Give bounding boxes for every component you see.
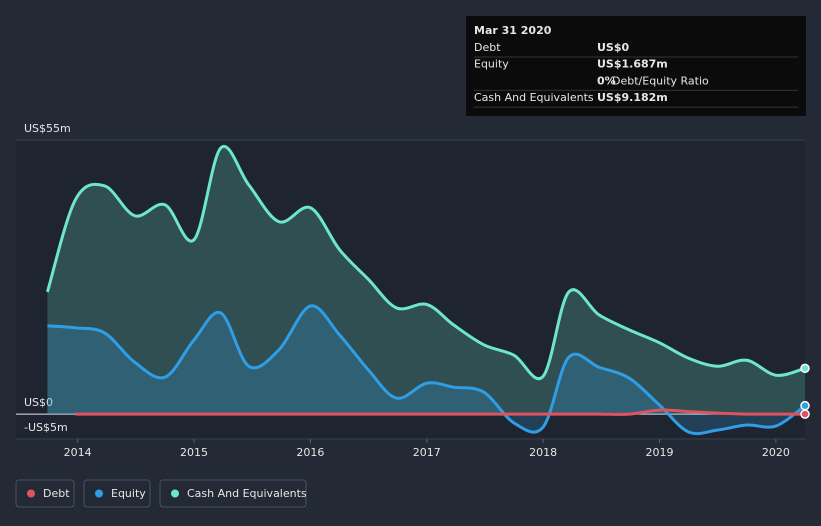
legend-item[interactable]: Debt [15,479,75,508]
series-line [47,304,806,436]
x-tick-label: 2014 [64,446,92,459]
legend-label: Debt [43,487,70,500]
plot-area [16,140,805,440]
legend-swatch [171,489,179,498]
y-tick-label: -US$5m [24,421,68,434]
y-tick-label: US$55m [24,122,71,135]
end-marker [800,400,810,411]
legend-item[interactable]: Equity [83,479,151,508]
x-tick-label: 2018 [529,446,557,459]
tooltip-label: Equity [474,58,509,71]
end-marker [800,363,810,374]
y-tick-label: US$0 [24,396,53,409]
legend-label: Cash And Equivalents [187,487,307,500]
tooltip-value: US$1.687m [597,58,668,71]
tooltip-box [466,16,806,116]
x-tick-label: 2017 [413,446,441,459]
tooltip-label: Cash And Equivalents [474,91,594,104]
tooltip-label: Debt [474,41,501,54]
end-marker [800,409,810,419]
legend-label: Equity [111,487,146,500]
series-line [45,144,806,381]
x-tick-label: 2020 [762,446,790,459]
legend-box[interactable] [83,479,151,508]
legend-swatch [95,489,103,498]
series-line [75,408,805,416]
x-tick-label: 2016 [296,446,324,459]
tooltip-title: Mar 31 2020 [474,24,552,37]
legend-swatch [27,489,35,498]
x-tick-label: 2019 [646,446,674,459]
tooltip-ratio-label: Debt/Equity Ratio [612,74,709,87]
tooltip-ratio: 0% [597,74,616,87]
tooltip: Mar 31 2020 Debt US$0 Equity US$1.687m 0%Debt… [466,16,806,116]
legend-box[interactable] [159,479,307,508]
tooltip-value: US$0 [597,41,630,54]
x-tick-label: 2015 [180,446,208,459]
tooltip-value: US$9.182m [597,91,668,104]
legend-box[interactable] [15,479,75,508]
area [47,305,806,434]
legend-item[interactable]: Cash And Equivalents [159,479,307,508]
